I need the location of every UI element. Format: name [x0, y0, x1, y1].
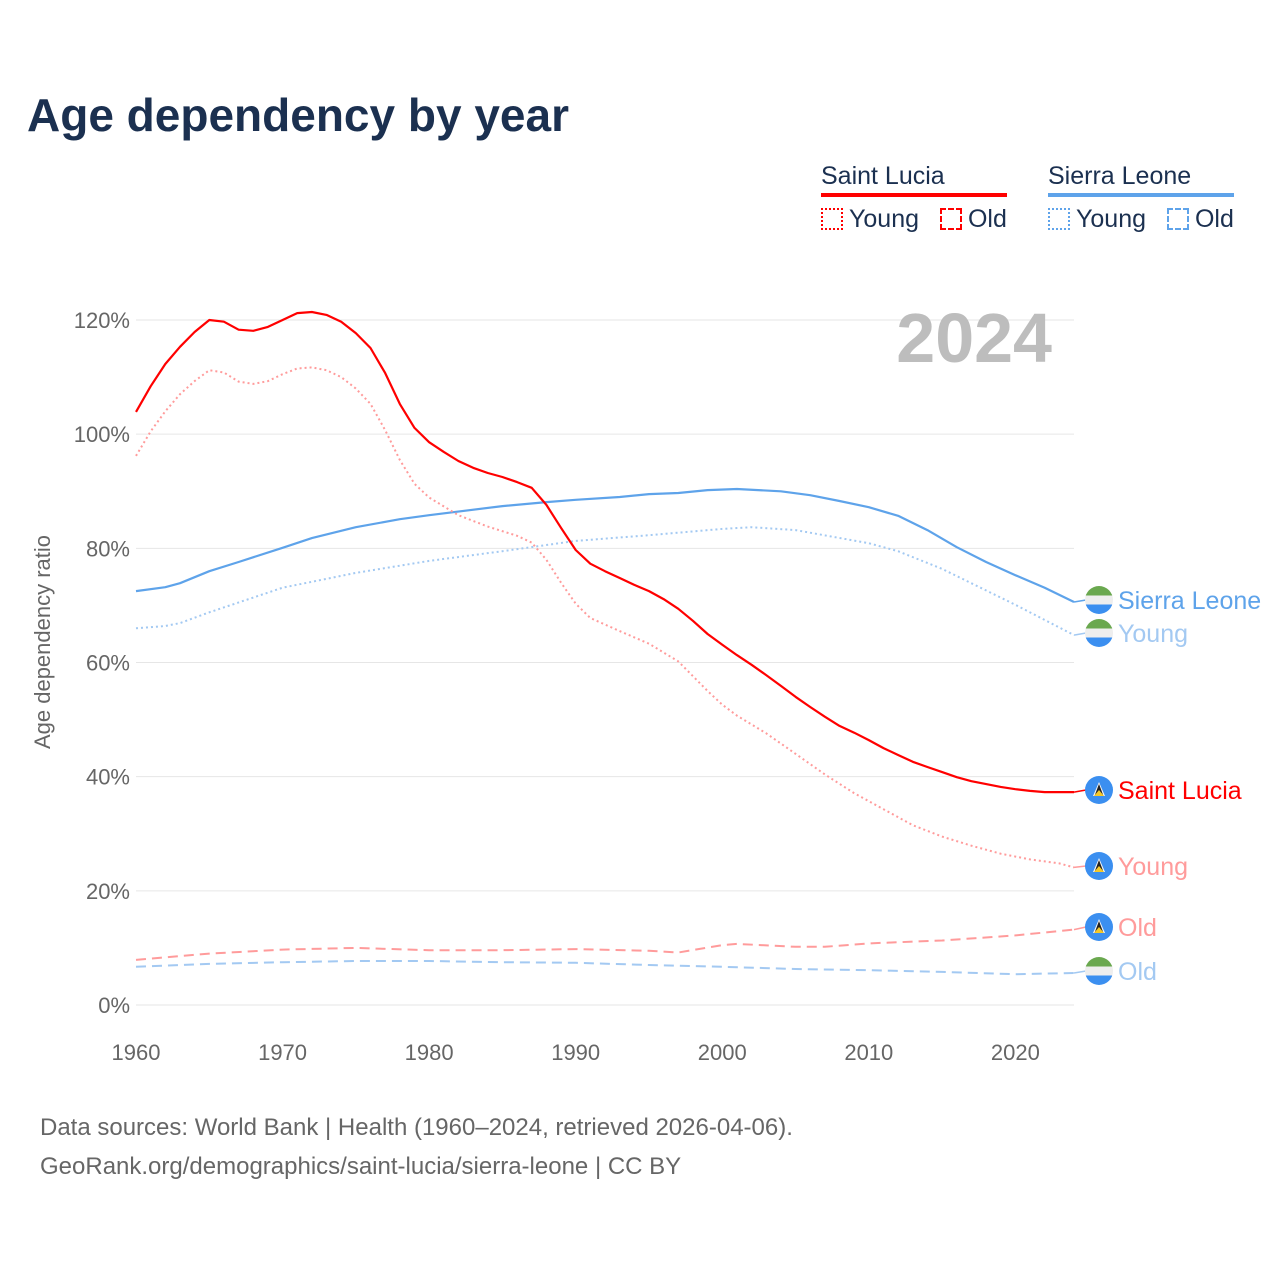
label-connector: [1073, 789, 1087, 793]
y-tick-label: 0%: [98, 993, 130, 1018]
legend-group-sierra-leone[interactable]: Sierra Leone Young Old: [1048, 162, 1234, 234]
flag-stripe-green: [1085, 586, 1113, 596]
saint-lucia-flag-icon: [1085, 913, 1113, 941]
flag-stripe-blue: [1085, 604, 1113, 614]
label-connector: [1073, 632, 1087, 636]
series-end-label: Young: [1118, 620, 1188, 648]
x-tick-label: 2000: [698, 1040, 747, 1065]
year-label: 2024: [896, 299, 1052, 377]
flag-stripes: [1085, 586, 1113, 614]
label-connector: [1073, 926, 1087, 931]
source-line: Data sources: World Bank | Health (1960–…: [40, 1114, 793, 1141]
series-line-sierra-leone-old: [135, 960, 1075, 976]
x-tick-label: 1970: [258, 1040, 307, 1065]
chart-title: Age dependency by year: [27, 89, 569, 141]
legend-title: Saint Lucia: [821, 162, 1007, 197]
y-tick-label: 120%: [74, 308, 130, 333]
dashed-swatch-icon: [1166, 208, 1189, 230]
x-tick-label: 2010: [844, 1040, 893, 1065]
flag-triangle-yellow: [1094, 790, 1104, 796]
legend-title: Sierra Leone: [1048, 162, 1234, 197]
x-tick-label: 2020: [991, 1040, 1040, 1065]
label-connector: [1073, 599, 1087, 603]
series-end-label: Young: [1118, 853, 1188, 881]
dashed-swatch-icon: [939, 208, 962, 230]
x-tick-label: 1990: [551, 1040, 600, 1065]
y-tick-label: 100%: [74, 422, 130, 447]
flag-triangle-yellow: [1094, 866, 1104, 872]
saint-lucia-flag-icon: [1085, 776, 1113, 804]
y-axis-label: Age dependency ratio: [30, 535, 55, 749]
legend-item-old[interactable]: Old: [967, 205, 1007, 233]
y-tick-label: 20%: [86, 879, 130, 904]
source-note: Data sources: World Bank | Health (1960–…: [40, 1108, 793, 1186]
sierra-leone-flag-icon: [1085, 619, 1113, 647]
sierra-leone-flag-icon: [1085, 586, 1113, 614]
source-link[interactable]: GeoRank.org/demographics/saint-lucia/sie…: [40, 1153, 682, 1180]
flag-stripe-white: [1085, 595, 1113, 605]
flag-triangle-yellow: [1094, 927, 1104, 933]
x-tick-label: 1960: [112, 1040, 161, 1065]
dotted-swatch-icon: [821, 208, 843, 230]
flag-stripe-green: [1085, 619, 1113, 629]
series-line-saint-lucia-young: [135, 366, 1075, 869]
series-end-label: Old: [1118, 914, 1157, 942]
flag-stripe-blue: [1085, 975, 1113, 985]
series-line-saint-lucia: [135, 310, 1074, 794]
legend-item-young[interactable]: Young: [1076, 205, 1146, 233]
sierra-leone-flag-icon: [1085, 957, 1113, 985]
flag-stripe-white: [1085, 966, 1113, 976]
flag-stripes: [1085, 957, 1113, 985]
y-tick-label: 40%: [86, 765, 130, 790]
series-line-sierra-leone-young: [135, 526, 1075, 636]
series-end-label: Old: [1118, 958, 1157, 986]
legend-item-old[interactable]: Old: [1194, 205, 1234, 233]
series-end-label: Saint Lucia: [1118, 777, 1242, 805]
series-end-label: Sierra Leone: [1118, 587, 1261, 615]
legend-item-young[interactable]: Young: [849, 205, 919, 233]
label-connector: [1073, 865, 1087, 869]
dotted-swatch-icon: [1048, 208, 1070, 230]
flag-stripe-blue: [1085, 637, 1113, 647]
label-connector: [1073, 970, 1087, 974]
series-line-saint-lucia-old: [135, 928, 1075, 961]
x-tick-label: 1980: [405, 1040, 454, 1065]
flag-stripes: [1085, 619, 1113, 647]
legend-group-saint-lucia[interactable]: Saint Lucia Young Old: [821, 162, 1007, 234]
y-tick-label: 80%: [86, 536, 130, 561]
saint-lucia-flag-icon: [1085, 852, 1113, 880]
flag-stripe-white: [1085, 628, 1113, 638]
flag-stripe-green: [1085, 957, 1113, 967]
series-line-sierra-leone: [135, 487, 1075, 603]
y-tick-label: 60%: [86, 651, 130, 676]
